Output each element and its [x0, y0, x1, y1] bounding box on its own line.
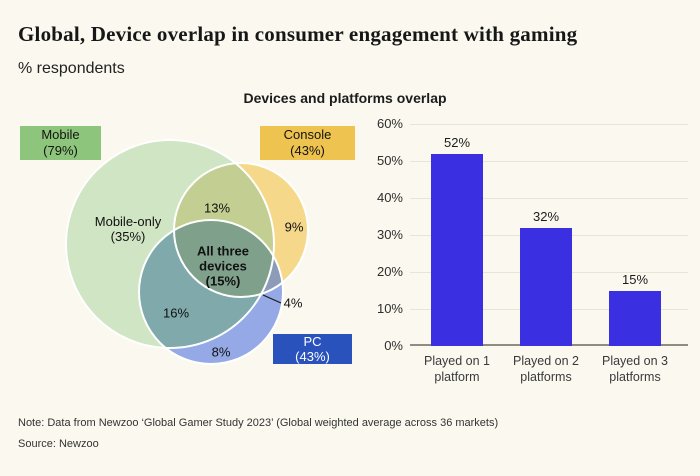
y-tick-30: 30% [376, 227, 403, 242]
venn-pc-outline [138, 219, 284, 365]
x-category-label-2: Played on 2 platforms [512, 354, 580, 384]
venn-mobile-outline [65, 139, 275, 349]
y-tick-40: 40% [376, 190, 403, 205]
chart-title: Devices and platforms overlap [243, 90, 447, 106]
y-tick-20: 20% [376, 264, 403, 279]
legend-mobile-value: (79%) [43, 143, 78, 158]
gridline-40 [410, 198, 688, 199]
gridline-50 [410, 161, 688, 162]
legend-box-console: Console (43%) [260, 126, 355, 160]
legend-box-mobile: Mobile (79%) [20, 126, 101, 160]
bar-chart-plot-area: 52% 32% 15% [410, 124, 688, 346]
region-label-all-three: All three devices (15%) [196, 243, 250, 289]
y-tick-50: 50% [376, 153, 403, 168]
bar-played-on-1: 52% [431, 135, 483, 346]
page-subtitle: % respondents [18, 60, 125, 77]
legend-pc-label: PC [303, 334, 322, 349]
x-category-label-1: Played on 1 platform [423, 354, 491, 384]
region-label-mobile-console: 13% [203, 200, 231, 216]
bar-value-label-2: 32% [532, 208, 560, 224]
bar-played-on-3: 15% [609, 272, 661, 346]
y-tick-60: 60% [376, 116, 403, 131]
region-label-console-only: 9% [284, 219, 304, 235]
legend-console-value: (43%) [290, 143, 325, 158]
bar-value-label-1: 52% [443, 134, 471, 150]
gridline-60 [410, 124, 688, 125]
legend-pc-value: (43%) [295, 349, 330, 364]
bar-chart: 60% 50% 40% 30% 20% 10% 0% 52% 32% 15% [370, 112, 700, 400]
y-tick-0: 0% [384, 338, 403, 353]
legend-console-label: Console [283, 127, 332, 142]
region-label-mobile-pc: 16% [162, 305, 190, 321]
legend-mobile-label: Mobile [41, 127, 80, 142]
bar-played-on-2: 32% [520, 209, 572, 346]
venn-diagram: Mobile (79%) Console (43%) PC (43%) Mobi… [0, 110, 370, 390]
bar-value-label-3: 15% [621, 271, 649, 287]
legend-box-pc: PC (43%) [273, 334, 352, 364]
source-line: Source: Newzoo [18, 438, 99, 450]
y-tick-10: 10% [376, 301, 403, 316]
page-title: Global, Device overlap in consumer engag… [18, 22, 578, 46]
region-label-console-pc: 4% [283, 295, 303, 311]
region-label-pc-only: 8% [211, 344, 231, 360]
footnote: Note: Data from Newzoo ‘Global Gamer Stu… [18, 417, 499, 429]
region-label-mobile-only: Mobile-only (35%) [94, 214, 162, 244]
callout-leader-line [262, 294, 282, 304]
venn-svg [65, 139, 309, 365]
x-category-label-3: Played on 3 platforms [601, 354, 669, 384]
